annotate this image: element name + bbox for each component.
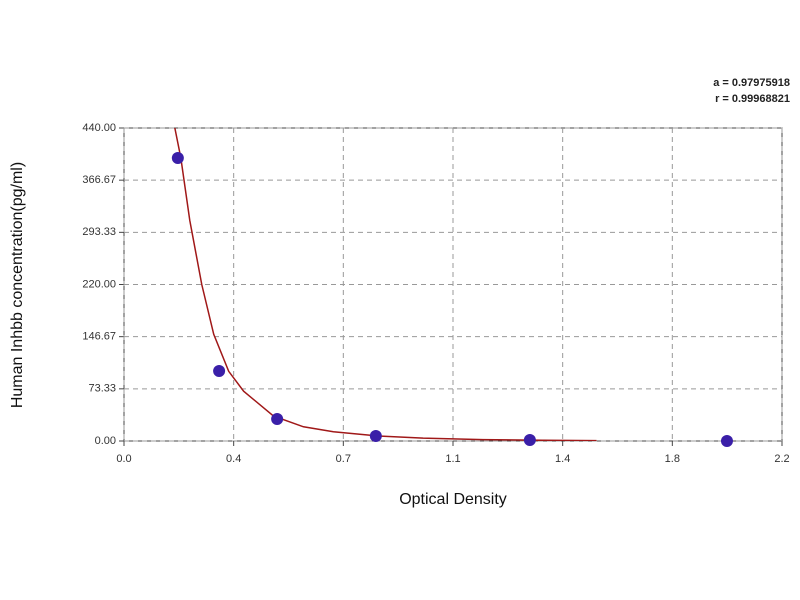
annotation: r = 0.99968821 [715,93,790,105]
x-tick-label: 1.8 [665,453,680,465]
data-point [271,413,284,426]
data-point [720,435,733,447]
x-tick-label: 1.1 [445,453,460,465]
y-tick-label: 440.00 [82,122,116,134]
x-axis-title: Optical Density [399,491,507,508]
data-point [369,430,382,443]
data-point [523,434,536,447]
x-tick-label: 1.4 [555,453,570,465]
x-tick-label: 0.4 [226,453,241,465]
y-tick-label: 366.67 [82,174,116,186]
y-tick-label: 220.00 [82,278,116,290]
y-tick-label: 146.67 [82,331,116,343]
y-tick-label: 293.33 [82,226,116,238]
data-point [171,152,184,165]
annotation: a = 0.97975918 [713,77,790,89]
x-tick-label: 2.2 [774,453,789,465]
x-tick-label: 0.7 [336,453,351,465]
y-tick-label: 73.33 [88,383,116,395]
data-point [213,365,226,378]
y-axis-title: Human Inhbb concentration(pg/ml) [9,162,26,408]
x-tick-label: 0.0 [116,453,131,465]
y-tick-label: 0.00 [95,435,116,447]
